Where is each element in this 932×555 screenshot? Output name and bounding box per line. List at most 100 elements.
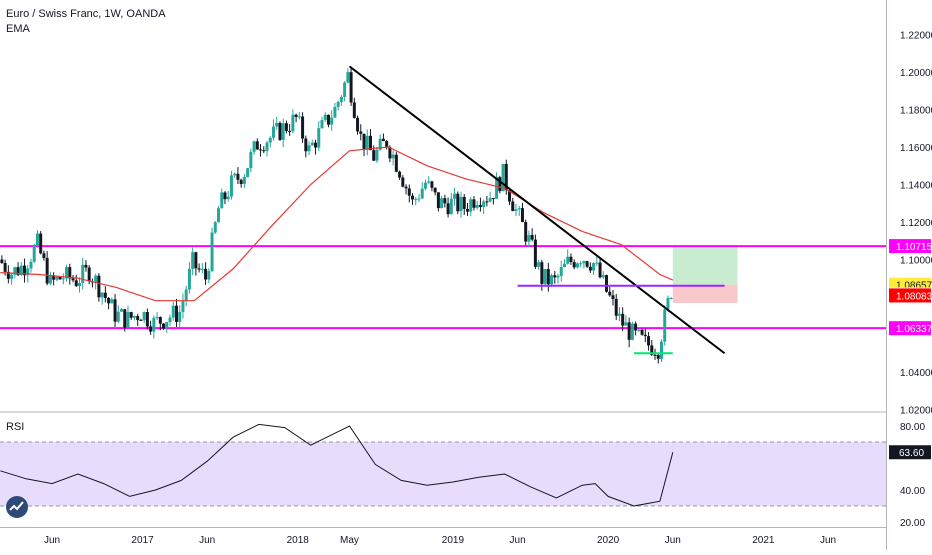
candle-body — [575, 263, 579, 268]
candle-body — [265, 142, 269, 152]
candle-body — [184, 289, 188, 301]
price-label-box — [889, 288, 931, 303]
candle-body — [52, 275, 56, 280]
candle-body — [136, 316, 140, 320]
y-tick-label[interactable]: 1.20000 — [900, 68, 932, 79]
candle-body — [394, 154, 398, 172]
candle-body — [368, 135, 372, 151]
candle-body — [278, 122, 282, 140]
candle-body — [226, 196, 230, 200]
ema-legend[interactable]: EMA — [6, 23, 30, 35]
candle-body — [362, 133, 366, 150]
candle-body — [191, 252, 195, 269]
candle-body — [617, 313, 621, 316]
candle-body — [97, 275, 101, 298]
candle-body — [162, 323, 166, 329]
candle-body — [110, 299, 114, 304]
candle-body — [592, 263, 596, 271]
candle-body — [365, 135, 369, 150]
price-label-box — [889, 321, 931, 336]
x-tick-label[interactable]: 2017 — [131, 535, 154, 546]
candle-body — [333, 106, 337, 118]
candle-body — [381, 138, 385, 142]
candle-body — [356, 117, 360, 132]
chart-title[interactable]: Euro / Swiss Franc, 1W, OANDA — [6, 8, 166, 20]
candle-body — [116, 311, 120, 322]
candle-body — [559, 266, 563, 276]
candle-body — [204, 268, 208, 280]
candle-body — [378, 138, 382, 150]
candle-body — [81, 264, 85, 283]
x-tick-label[interactable]: Jun — [199, 535, 215, 546]
candle-body — [647, 336, 651, 346]
x-tick-label[interactable]: 2021 — [752, 535, 775, 546]
price-label: 1.10715 — [896, 242, 932, 253]
candle-body — [301, 116, 305, 139]
candle-body — [6, 271, 10, 279]
candle-body — [178, 312, 182, 322]
profit-zone — [672, 246, 738, 285]
y-tick-label[interactable]: 1.02000 — [900, 406, 932, 417]
x-tick-label[interactable]: Jun — [820, 535, 836, 546]
candle-body — [71, 278, 75, 281]
candle-body — [200, 268, 204, 270]
candle-body — [103, 292, 107, 298]
candle-body — [339, 96, 343, 102]
candle-body — [307, 145, 311, 152]
candle-body — [388, 147, 392, 159]
candle-body — [77, 282, 81, 287]
candle-body — [197, 268, 201, 270]
candle-body — [194, 252, 198, 269]
candle-body — [168, 317, 172, 323]
x-tick-label[interactable]: Jun — [44, 535, 60, 546]
y-tick-label[interactable]: 1.12000 — [900, 218, 932, 229]
candle-body — [634, 323, 638, 331]
x-tick-label[interactable]: Jun — [510, 535, 526, 546]
candle-body — [149, 326, 153, 332]
x-tick-label[interactable]: 2018 — [287, 535, 310, 546]
y-tick-label[interactable]: 1.10000 — [900, 256, 932, 267]
candle-body — [579, 263, 583, 265]
candle-body — [294, 114, 298, 117]
candle-body — [621, 313, 625, 326]
x-tick-label[interactable]: Jun — [665, 535, 681, 546]
candle-body — [475, 204, 479, 208]
candle-body — [569, 256, 573, 263]
candle-body — [485, 201, 489, 203]
y-tick-label[interactable]: 1.14000 — [900, 181, 932, 192]
candle-body — [488, 198, 492, 202]
candle-body — [659, 341, 663, 359]
candle-body — [417, 198, 421, 200]
candle-body — [498, 177, 502, 192]
candle-body — [469, 199, 473, 212]
candle-body — [113, 299, 117, 322]
candle-body — [58, 276, 62, 280]
candle-body — [453, 193, 457, 199]
candle-body — [26, 268, 30, 276]
candle-body — [375, 149, 379, 161]
rsi-legend[interactable]: RSI — [6, 421, 25, 433]
candle-body — [640, 329, 644, 335]
x-tick-label[interactable]: 2020 — [597, 535, 620, 546]
candle-body — [271, 126, 275, 138]
candle-body — [23, 265, 27, 276]
candle-body — [326, 114, 330, 125]
y-tick-label[interactable]: 1.18000 — [900, 106, 932, 117]
candle-body — [317, 128, 321, 148]
candle-body — [297, 116, 301, 118]
candle-body — [562, 263, 566, 267]
x-tick-label[interactable]: May — [340, 535, 359, 546]
candle-body — [220, 192, 224, 209]
candle-body — [504, 163, 508, 191]
y-tick-label[interactable]: 1.04000 — [900, 368, 932, 379]
y-tick-label[interactable]: 1.22000 — [900, 31, 932, 42]
x-tick-label[interactable]: 2019 — [442, 535, 465, 546]
candle-body — [45, 258, 49, 284]
candle-body — [427, 181, 431, 183]
candle-body — [288, 130, 292, 132]
rsi-value-box — [889, 445, 931, 460]
candle-body — [268, 137, 272, 143]
y-tick-label[interactable]: 1.16000 — [900, 143, 932, 154]
candle-body — [595, 262, 599, 264]
